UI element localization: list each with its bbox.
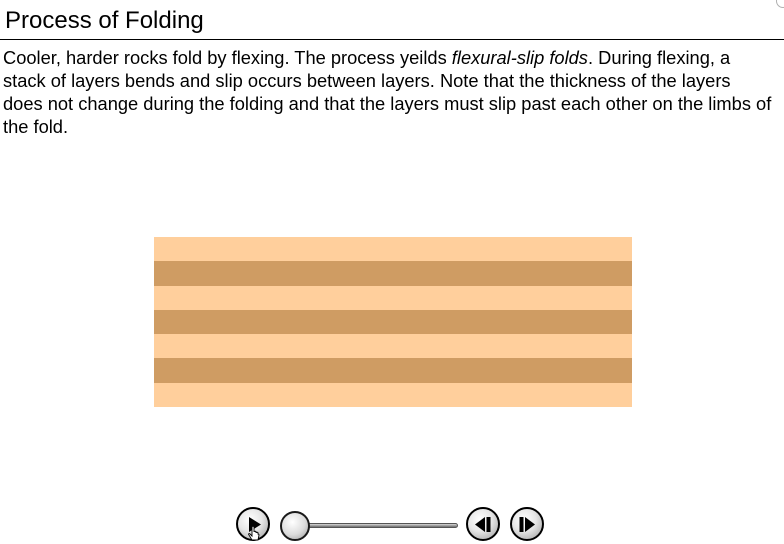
- rock-layer-1: [154, 237, 632, 262]
- description-emphasis: flexural-slip folds: [451, 47, 588, 68]
- rock-layer-4: [154, 309, 632, 335]
- rock-layer-6: [154, 358, 632, 383]
- step-back-icon: [475, 517, 491, 532]
- step-back-button[interactable]: [466, 507, 500, 541]
- rock-layer-2: [154, 261, 632, 286]
- page-title: Process of Folding: [5, 7, 204, 34]
- rock-layer-5: [154, 334, 632, 359]
- hand-cursor-icon: [248, 525, 260, 541]
- description-part-2: . During flexing, a stack of layers bend…: [3, 47, 772, 137]
- description-text: Cooler, harder rocks fold by flexing. Th…: [3, 46, 773, 138]
- rock-layer-stack: [154, 237, 632, 408]
- rock-layer-3: [154, 285, 632, 310]
- progress-slider-knob[interactable]: [280, 511, 310, 541]
- step-forward-icon: [519, 517, 535, 532]
- step-forward-button[interactable]: [510, 507, 544, 541]
- title-divider: [0, 39, 784, 40]
- progress-track[interactable]: [292, 523, 458, 528]
- description-part-1: Cooler, harder rocks fold by flexing. Th…: [3, 47, 452, 68]
- corner-decoration: [776, 0, 784, 8]
- rock-layer-7: [154, 382, 632, 408]
- animation-controls: [236, 505, 556, 543]
